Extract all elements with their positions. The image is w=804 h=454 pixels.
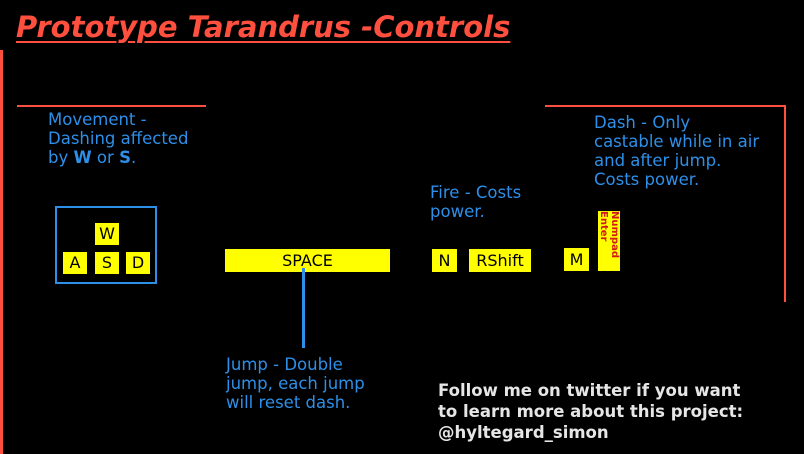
movement-divider-line xyxy=(17,105,206,107)
key-d: D xyxy=(126,252,150,274)
movement-line-1: Movement - xyxy=(48,110,147,129)
dash-description: Dash - Only castable while in air and af… xyxy=(594,113,759,189)
wasd-key-group xyxy=(55,206,157,284)
frame-line-right-vertical xyxy=(784,105,786,302)
fire-line-2: power. xyxy=(430,202,485,221)
movement-description: Movement - Dashing affected by W or S. xyxy=(48,110,188,167)
movement-line-3: by W or S. xyxy=(48,148,137,167)
dash-line-4: Costs power. xyxy=(594,170,700,189)
key-s: S xyxy=(95,252,119,274)
movement-key-s: S xyxy=(119,148,131,167)
jump-line-3: will reset dash. xyxy=(226,393,351,412)
dash-line-3: and after jump. xyxy=(594,151,722,170)
movement-key-w: W xyxy=(73,148,92,167)
fire-description: Fire - Costs power. xyxy=(430,183,521,221)
key-a: A xyxy=(63,252,87,274)
key-n: N xyxy=(432,249,457,272)
jump-connector-line xyxy=(302,268,305,348)
dash-divider-line xyxy=(545,105,785,107)
movement-line-2: Dashing affected xyxy=(48,129,189,148)
key-numpad-enter-label: Numpad Enter xyxy=(598,211,620,258)
key-rshift: RShift xyxy=(469,249,531,272)
dash-line-2: castable while in air xyxy=(594,132,760,151)
key-w: W xyxy=(95,223,119,245)
twitter-handle[interactable]: @hyltegard_simon xyxy=(438,423,609,442)
jump-description: Jump - Double jump, each jump will reset… xyxy=(226,355,365,412)
follow-line-1: Follow me on twitter if you want xyxy=(438,381,741,400)
follow-line-2: to learn more about this project: xyxy=(438,402,744,421)
frame-line-left-vertical xyxy=(0,50,3,454)
fire-line-1: Fire - Costs xyxy=(430,183,522,202)
follow-text: Follow me on twitter if you want to lear… xyxy=(438,380,743,443)
key-m: M xyxy=(564,248,589,271)
key-numpad-enter: Numpad Enter xyxy=(598,211,620,271)
key-space: SPACE xyxy=(225,249,390,272)
page-title: Prototype Tarandrus -Controls xyxy=(16,10,511,44)
jump-line-1: Jump - Double xyxy=(226,355,343,374)
jump-line-2: jump, each jump xyxy=(226,374,365,393)
dash-line-1: Dash - Only xyxy=(594,113,691,132)
